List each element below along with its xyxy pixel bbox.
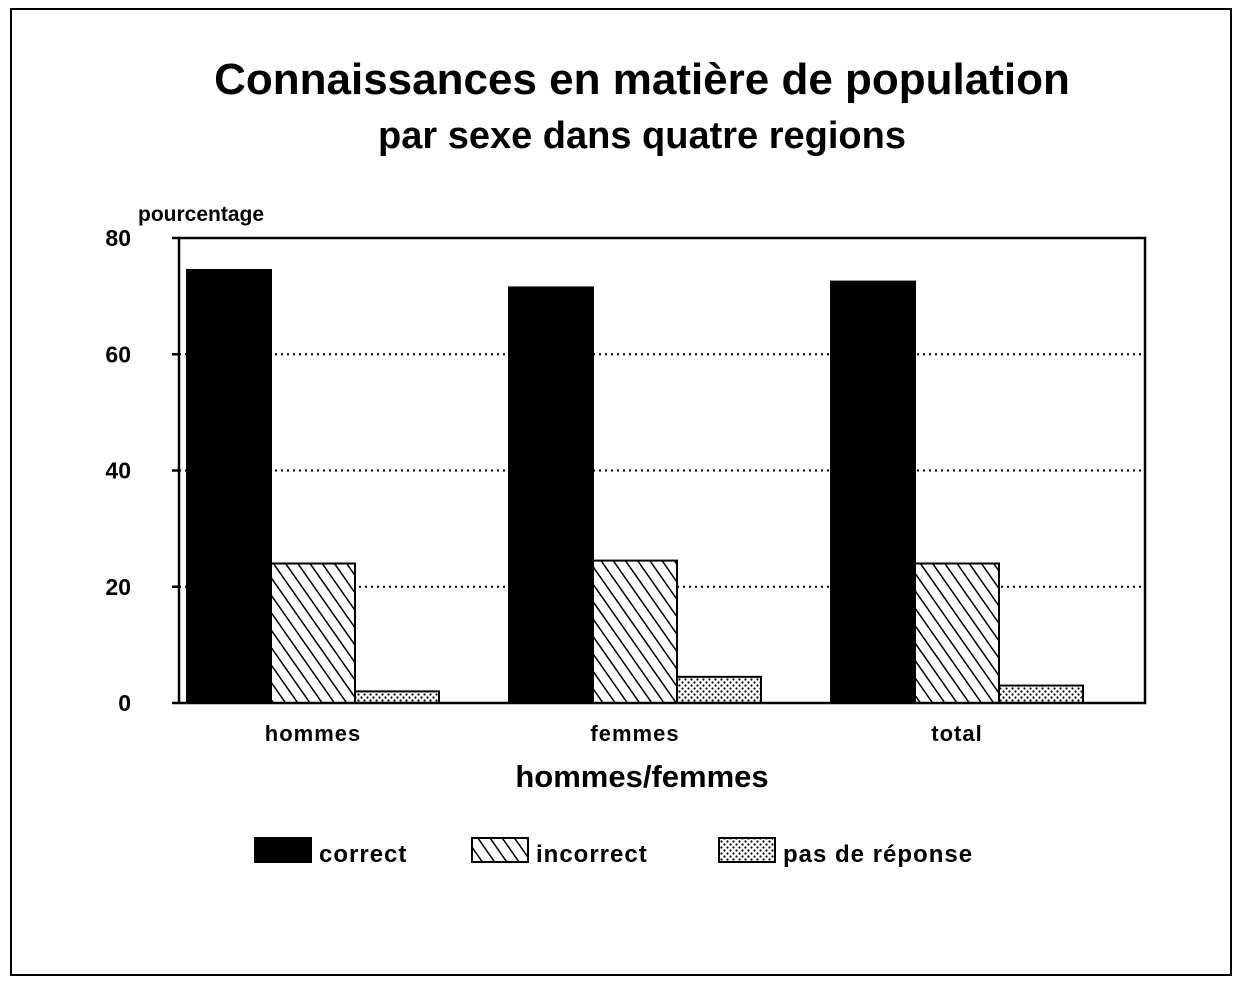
y-tick-label: 20 [105,574,131,600]
y-axis-label: pourcentage [138,203,264,226]
legend-swatch [254,837,312,863]
bar-femmes-0 [508,286,594,704]
y-tick-label: 40 [105,458,131,484]
chart-frame [10,8,1232,976]
grid-lines [179,353,1145,588]
legend-item: correct [254,837,407,868]
legend: correct incorrect pas de réponse [254,837,973,868]
bar-total-1 [914,562,1000,704]
y-tick-labels: 0 20 40 60 80 [105,225,131,716]
y-tick-label: 60 [105,341,131,367]
legend-swatch [471,837,529,863]
legend-label: correct [319,841,407,868]
legend-item: pas de réponse [718,837,973,868]
x-axis-label: hommes/femmes [515,759,768,794]
y-tick-label: 0 [118,690,131,716]
bar-hommes-0 [186,268,272,704]
bars [186,268,1084,704]
x-category-labels: hommes femmes total [265,721,982,746]
bar-hommes-1 [270,562,356,704]
chart-subtitle: par sexe dans quatre regions [378,115,906,157]
x-tick-label: hommes [265,721,361,746]
bar-hommes-2 [354,690,440,704]
x-tick-label: femmes [590,721,679,746]
legend-label: pas de réponse [783,841,973,868]
chart-title: Connaissances en matière de population [214,55,1070,104]
legend-item: incorrect [471,837,648,868]
bar-total-0 [830,280,916,704]
y-tick-label: 80 [105,225,131,251]
bar-femmes-1 [592,559,678,704]
legend-label: incorrect [536,841,648,868]
x-tick-label: total [931,721,982,746]
legend-swatch [718,837,776,863]
bar-femmes-2 [676,675,762,704]
bar-total-2 [998,684,1084,704]
axes [172,236,1147,705]
